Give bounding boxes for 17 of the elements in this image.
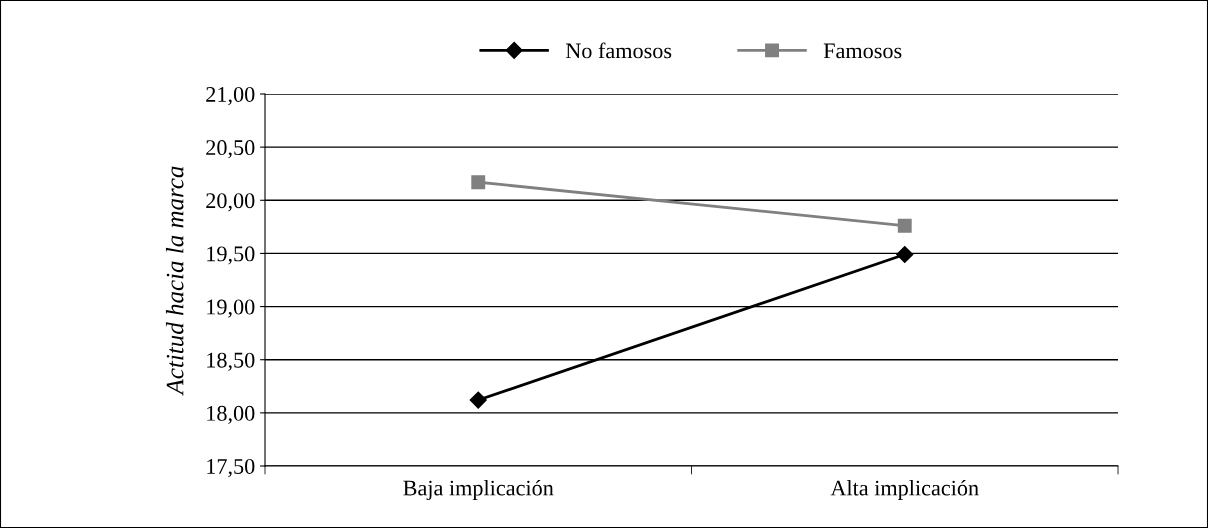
- y-axis-title: Actitud hacia la marca: [165, 166, 184, 396]
- y-tick-label: 18,00: [207, 405, 255, 424]
- y-tick-label: 17,50: [207, 458, 255, 478]
- y-tick-label: 19,00: [207, 299, 255, 318]
- x-tick-label: Baja implicación: [403, 479, 554, 501]
- point: [897, 218, 912, 233]
- point: [896, 245, 914, 264]
- x-tick-label: Alta implicación: [830, 479, 979, 501]
- legend-label: No famosos: [565, 42, 672, 59]
- y-tick-label: 20,50: [206, 140, 255, 159]
- y-tick-label: 18,50: [207, 352, 255, 371]
- legend-label: Famosos: [823, 43, 902, 59]
- point: [471, 175, 486, 190]
- point: [469, 391, 487, 409]
- y-tick-label: 21,00: [206, 86, 255, 106]
- y-tick-label: 19,50: [207, 246, 255, 265]
- y-tick-label: 20,00: [206, 193, 255, 212]
